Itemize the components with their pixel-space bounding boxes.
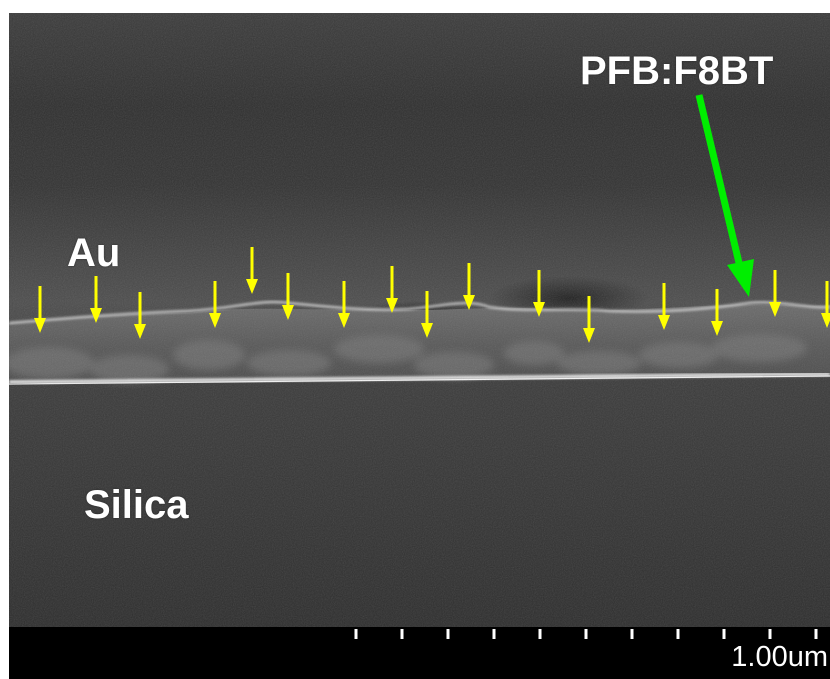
polymer-label: PFB:F8BT [580, 49, 774, 93]
arrow-down-icon [338, 281, 350, 328]
arrow-down-icon [658, 283, 670, 330]
green-pointer-arrow [695, 94, 754, 297]
arrow-down-icon [209, 281, 221, 328]
arrow-down-icon [134, 292, 146, 339]
scale-bar-label: 1.00um [731, 641, 828, 673]
scale-ticks [354, 629, 818, 639]
arrow-down-icon [90, 276, 102, 323]
sem-noise [9, 13, 830, 627]
arrow-down-icon [769, 270, 781, 317]
arrow-down-icon [711, 289, 723, 336]
arrow-down-icon [463, 263, 475, 310]
au-label: Au [67, 231, 121, 275]
silica-label: Silica [84, 483, 189, 527]
arrow-down-icon [386, 266, 398, 313]
info-bar [9, 627, 830, 679]
arrow-down-icon [282, 273, 294, 320]
arrow-down-icon [421, 291, 433, 338]
arrow-down-icon [533, 270, 545, 317]
arrow-down-icon [246, 247, 258, 294]
arrow-down-icon [821, 281, 830, 328]
arrow-down-icon [583, 296, 595, 343]
sem-micrograph: Au Silica PFB:F8BT 1.00um [9, 13, 830, 679]
arrow-down-icon [34, 286, 46, 333]
yellow-marker-arrows [34, 247, 830, 343]
